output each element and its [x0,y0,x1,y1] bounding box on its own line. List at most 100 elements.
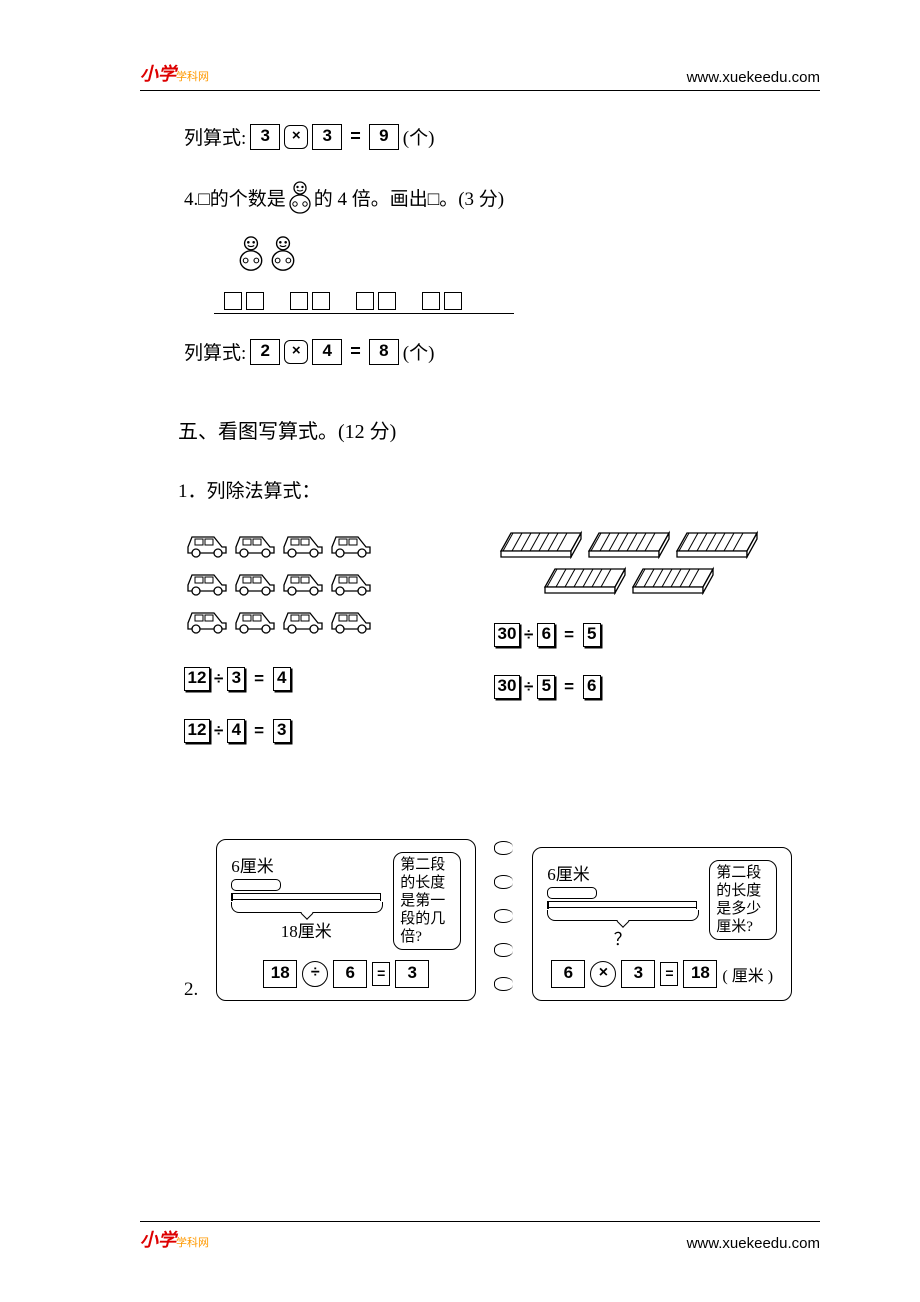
ring-icon [494,841,513,855]
question-bubble: 第二段的长度是第一段的几倍? [393,852,461,950]
square-icon [224,292,242,310]
operator: ÷ [524,625,533,645]
doll-row [236,234,820,272]
equals-box: = [372,962,390,986]
footer-url: www.xuekeedu.com [687,1235,820,1252]
question-bubble: 第二段的长度是多少厘米? [709,860,777,940]
unit-label: ( 厘米 ) [722,962,773,986]
brace-icon [231,902,383,913]
question-4-text: 4.□的个数是 的 4 倍。画出□。 (3 分) [184,180,820,214]
card-top: 6厘米 18厘米 第二段的长度是第一段的几倍? [231,852,461,950]
eq-unit: (个) [403,338,435,365]
operand-box: 2 [250,339,280,365]
equals-sign: = [346,341,365,362]
car-icon [232,603,278,639]
short-segment [231,879,281,891]
ring-icon [494,909,513,923]
ring-icon [494,943,513,957]
brand-prefix: 小学 [140,1230,176,1250]
brand-suffix: 学科网 [176,1237,209,1249]
equals-sign: = [559,677,578,697]
doll-icon [286,180,314,214]
operand-box: 6 [537,623,555,647]
operand-box: 3 [312,124,342,150]
brand-prefix: 小学 [140,64,176,84]
operand-box: 30 [494,623,520,647]
operand-box: 4 [312,339,342,365]
short-segment [547,887,597,899]
doll-icon [236,234,266,272]
slat-icon [499,527,583,559]
question-2-row: 2. 6厘米 18厘米 第二段的长度是第一段的几倍? 1 [184,831,820,1001]
car-icon [280,527,326,563]
eq-label: 列算式: [184,123,246,150]
slat-icon [543,563,627,595]
square-icon [312,292,330,310]
short-seg-label: 6厘米 [547,860,590,885]
operand-box: 6 [551,960,585,988]
card-equation: 18 ÷ 6 = 3 [231,960,461,988]
segment-block: 6厘米 18厘米 [231,852,383,942]
result-box: 5 [583,623,601,647]
square-icon [444,292,462,310]
brand-logo: 小学学科网 [140,1226,209,1252]
square-pair [290,292,330,310]
operator: ÷ [214,669,223,689]
result-box: 18 [683,960,717,988]
ring-icon [494,875,513,889]
q2-card-left: 6厘米 18厘米 第二段的长度是第一段的几倍? 18 ÷ 6 = [216,839,476,1001]
section-5-sub1: 1．列除法算式： [178,476,820,503]
car-icon [184,565,230,601]
division-equation: 30 ÷ 5 = 6 [494,675,764,699]
operator: ÷ [214,721,223,741]
slat-layout [494,527,764,595]
operand-box: 3 [227,667,245,691]
car-icon [232,527,278,563]
operator-circle: ÷ [302,961,328,987]
equals-sign: = [249,669,268,689]
equals-box: = [660,962,678,986]
long-segment [547,901,697,908]
ring-icon [494,977,513,991]
q4-points: (3 分) [458,184,504,211]
operand-box: 12 [184,719,210,743]
car-icon [280,565,326,601]
long-segment-wrap: 18厘米 [231,893,383,942]
car-icon [232,565,278,601]
equals-sign: = [346,126,365,147]
result-box: 4 [273,667,291,691]
long-segment-wrap: ？ [547,901,699,950]
result-box: 3 [395,960,429,988]
cars-column: 12 ÷ 3 = 4 12 ÷ 4 = 3 [184,527,374,771]
result-box: 6 [583,675,601,699]
car-icon [328,527,374,563]
car-icon [280,603,326,639]
long-seg-label: 18厘米 [231,917,381,942]
doll-icon [268,234,298,272]
car-grid [184,527,374,639]
square-icon [356,292,374,310]
operand-box: 18 [263,960,297,988]
square-icon [290,292,308,310]
equals-sign: = [559,625,578,645]
operand-box: 5 [537,675,555,699]
slat-icon [631,563,715,595]
brand-logo: 小学学科网 [140,60,209,86]
operand-box: 4 [227,719,245,743]
short-seg-label: 6厘米 [231,852,274,877]
figure-row: 12 ÷ 3 = 4 12 ÷ 4 = 3 [184,527,820,771]
eq-label: 列算式: [184,338,246,365]
slat-row [494,563,764,595]
slat-row [494,527,764,559]
car-icon [328,565,374,601]
division-equation: 12 ÷ 3 = 4 [184,667,374,691]
q2-number: 2. [184,979,198,1001]
content: 列算式: 3 × 3 = 9 (个) 4.□的个数是 的 4 倍。画出□。 [140,123,820,1001]
long-seg-label: ？ [547,925,697,950]
eq-unit: (个) [403,123,435,150]
card-equation: 6 × 3 = 18 ( 厘米 ) [547,960,777,988]
square-icon [378,292,396,310]
result-box: 3 [273,719,291,743]
card-top: 6厘米 ？ 第二段的长度是多少厘米? [547,860,777,950]
segment-block: 6厘米 ？ [547,860,699,950]
